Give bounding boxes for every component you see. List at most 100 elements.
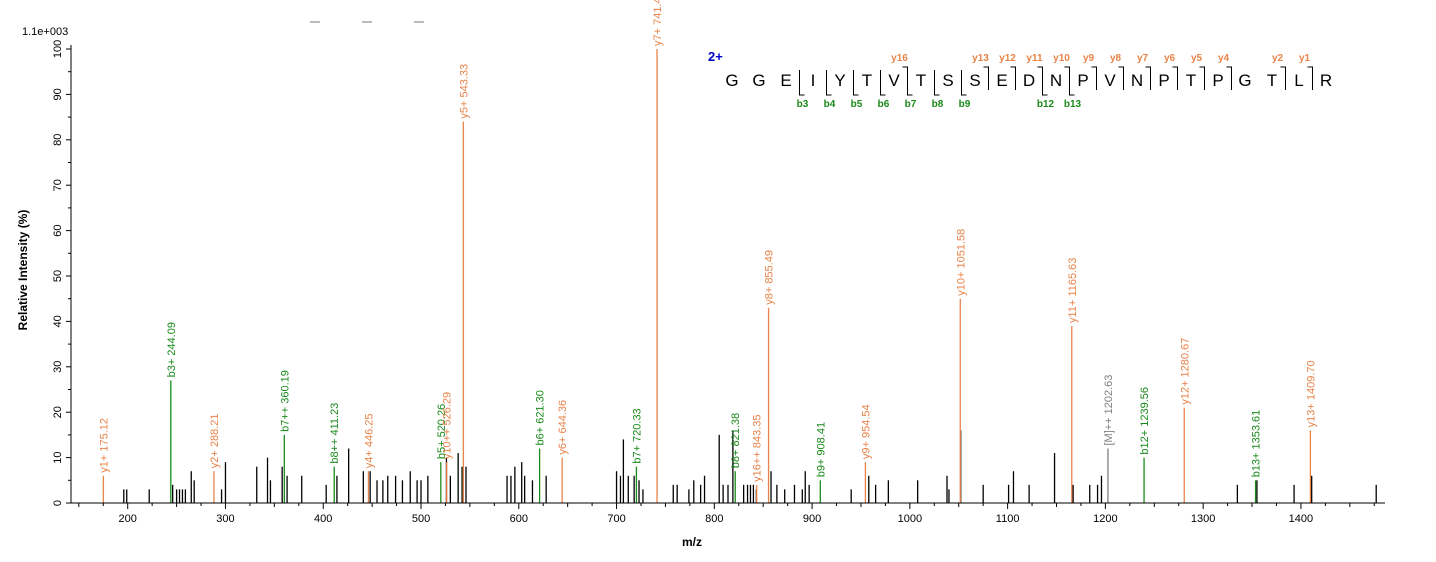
- b-ion-label: b5: [851, 99, 863, 110]
- peak-label: b8++ 411.23: [329, 403, 341, 464]
- sequence-residue: V: [888, 71, 900, 90]
- b-ion-label: b6: [878, 99, 890, 110]
- y-tick-label: 60: [52, 224, 64, 236]
- max-intensity-label: 1.1e+003: [22, 26, 68, 38]
- y-tick-label: 20: [52, 406, 64, 418]
- x-tick-label: 1000: [898, 513, 922, 525]
- y-ion-label: y7: [1137, 53, 1149, 64]
- y-ion-bracket: [1307, 66, 1313, 90]
- sequence-residue: G: [725, 71, 738, 90]
- y-ion-label: y6: [1164, 53, 1176, 64]
- sequence-residue: P: [1077, 71, 1088, 90]
- y-ion-bracket: [1280, 66, 1286, 90]
- b-ion-bracket: [934, 70, 940, 96]
- sequence-residue: T: [862, 71, 872, 90]
- y-ion-bracket: [1064, 66, 1070, 90]
- x-tick-label: 700: [607, 513, 625, 525]
- peak-label: b7+ 720.33: [631, 408, 643, 463]
- peak-label: b9+ 908.41: [815, 422, 827, 477]
- peak-label: y4+ 446.25: [363, 413, 375, 468]
- y-ion-bracket: [902, 66, 908, 90]
- peak-label: y16++ 843.35: [752, 415, 764, 482]
- y-ion-bracket: [1226, 66, 1232, 90]
- b-ion-label: b7: [905, 99, 917, 110]
- sequence-residue: E: [780, 71, 791, 90]
- sequence-residue: D: [1023, 71, 1035, 90]
- x-tick-label: 200: [119, 513, 137, 525]
- sequence-residue: Y: [834, 71, 845, 90]
- y-ion-label: y2: [1272, 53, 1284, 64]
- y-ion-label: y9: [1083, 53, 1095, 64]
- y-ion-label: y5: [1191, 53, 1203, 64]
- b-ion-bracket: [880, 70, 886, 96]
- peak-label: y6+ 644.36: [557, 400, 569, 455]
- y-ion-label: y8: [1110, 53, 1122, 64]
- sequence-residue: S: [942, 71, 953, 90]
- sequence-residue: V: [1104, 71, 1116, 90]
- peak-label: y12+ 1280.67: [1179, 338, 1191, 405]
- y-axis-label: Relative Intensity (%): [16, 210, 30, 331]
- y-ion-label: y12: [999, 53, 1016, 64]
- peak-label: y10+ 1051.58: [955, 229, 967, 296]
- b-ion-label: b3: [797, 99, 809, 110]
- peak-label: y9+ 954.54: [860, 404, 872, 459]
- peak-label: y13+ 1409.70: [1305, 360, 1317, 427]
- sequence-residue: I: [811, 71, 816, 90]
- sequence-residue: R: [1320, 71, 1332, 90]
- x-tick-label: 800: [705, 513, 723, 525]
- sequence-residue: G: [752, 71, 765, 90]
- x-tick-label: 600: [510, 513, 528, 525]
- y-ion-bracket: [1145, 66, 1151, 90]
- x-tick-label: 1400: [1289, 513, 1313, 525]
- peak-label: y11+ 1165.63: [1067, 258, 1079, 323]
- peak-label: b6+ 621.30: [535, 390, 547, 445]
- sequence-residue: P: [1158, 71, 1169, 90]
- y-ion-bracket: [1091, 66, 1097, 90]
- sequence-residue: S: [969, 71, 980, 90]
- y-tick-label: 50: [52, 270, 64, 282]
- sequence-residue: E: [996, 71, 1007, 90]
- peaks-layer: [102, 49, 1377, 503]
- y-ion-label: y1: [1299, 53, 1311, 64]
- peak-label: b3+ 244.09: [166, 322, 178, 377]
- b-ion-label: b9: [959, 99, 971, 110]
- x-axis-label: m/z: [682, 535, 702, 549]
- sequence-residue: P: [1212, 71, 1223, 90]
- y-ion-label: y4: [1218, 53, 1230, 64]
- charge-state-label: 2+: [708, 49, 723, 64]
- b-ion-bracket: [1042, 70, 1048, 96]
- peak-label: y7+ 741.43: [652, 0, 664, 46]
- y-ion-bracket: [1199, 66, 1205, 90]
- sequence-residue: T: [1267, 71, 1277, 90]
- sequence-residue: N: [1050, 71, 1062, 90]
- x-tick-label: 900: [803, 513, 821, 525]
- b-ion-bracket: [1069, 70, 1075, 96]
- y-tick-label: 90: [52, 88, 64, 100]
- peak-label: b13+ 1353.61: [1251, 410, 1263, 478]
- sequence-residue: N: [1131, 71, 1143, 90]
- y-ion-bracket: [1010, 66, 1016, 90]
- b-ion-label: b13: [1064, 99, 1082, 110]
- y-tick-label: 30: [52, 361, 64, 373]
- peak-label: b12+ 1239.56: [1139, 387, 1151, 455]
- peak-label: y1+ 175.12: [98, 418, 110, 473]
- x-tick-label: 1300: [1191, 513, 1215, 525]
- sequence-residue: T: [1186, 71, 1196, 90]
- peak-label: b5+ 520.26: [436, 404, 448, 459]
- b-ion-label: b4: [824, 99, 836, 110]
- b-ion-bracket: [961, 70, 967, 96]
- sequence-residue: T: [916, 71, 926, 90]
- y-tick-label: 80: [52, 134, 64, 146]
- y-tick-label: 0: [52, 500, 64, 506]
- x-tick-label: 1200: [1093, 513, 1117, 525]
- x-tick-label: 300: [216, 513, 234, 525]
- y-ion-label: y13: [972, 53, 989, 64]
- b-ion-bracket: [799, 70, 805, 96]
- y-ion-bracket: [1037, 66, 1043, 90]
- sequence-residue: G: [1238, 71, 1251, 90]
- b-ion-bracket: [853, 70, 859, 96]
- x-tick-label: 400: [314, 513, 332, 525]
- y-ion-label: y11: [1026, 53, 1043, 64]
- peak-label: y2+ 288.21: [209, 413, 221, 468]
- axes-layer: [66, 45, 1385, 509]
